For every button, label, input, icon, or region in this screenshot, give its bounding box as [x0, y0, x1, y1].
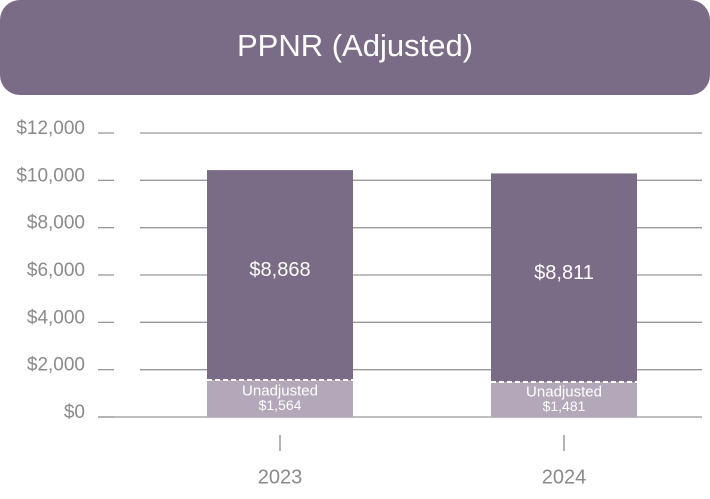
bar-segment	[491, 173, 637, 382]
y-tick-label: $0	[64, 402, 85, 423]
bar-segment	[207, 170, 353, 380]
bar-segment	[207, 379, 353, 417]
value-label: $8,811	[534, 262, 594, 284]
value-label: $1,564	[259, 397, 302, 413]
segment-name: Unadjusted	[242, 382, 318, 399]
y-tick-label: $6,000	[27, 260, 85, 281]
x-tick-label: 2023	[258, 466, 303, 488]
y-tick-label: $12,000	[16, 118, 85, 139]
y-tick-label: $10,000	[16, 165, 85, 186]
value-label: $8,868	[249, 259, 310, 281]
y-tick-label: $2,000	[27, 355, 85, 376]
title-banner	[0, 0, 710, 95]
bar-segment	[491, 381, 637, 417]
value-label: $1,481	[543, 398, 586, 414]
chart-title: PPNR (Adjusted)	[237, 28, 473, 63]
y-tick-label: $4,000	[27, 307, 85, 328]
segment-name: Unadjusted	[526, 383, 602, 400]
x-tick-label: 2024	[542, 466, 587, 488]
y-tick-label: $8,000	[27, 213, 85, 234]
